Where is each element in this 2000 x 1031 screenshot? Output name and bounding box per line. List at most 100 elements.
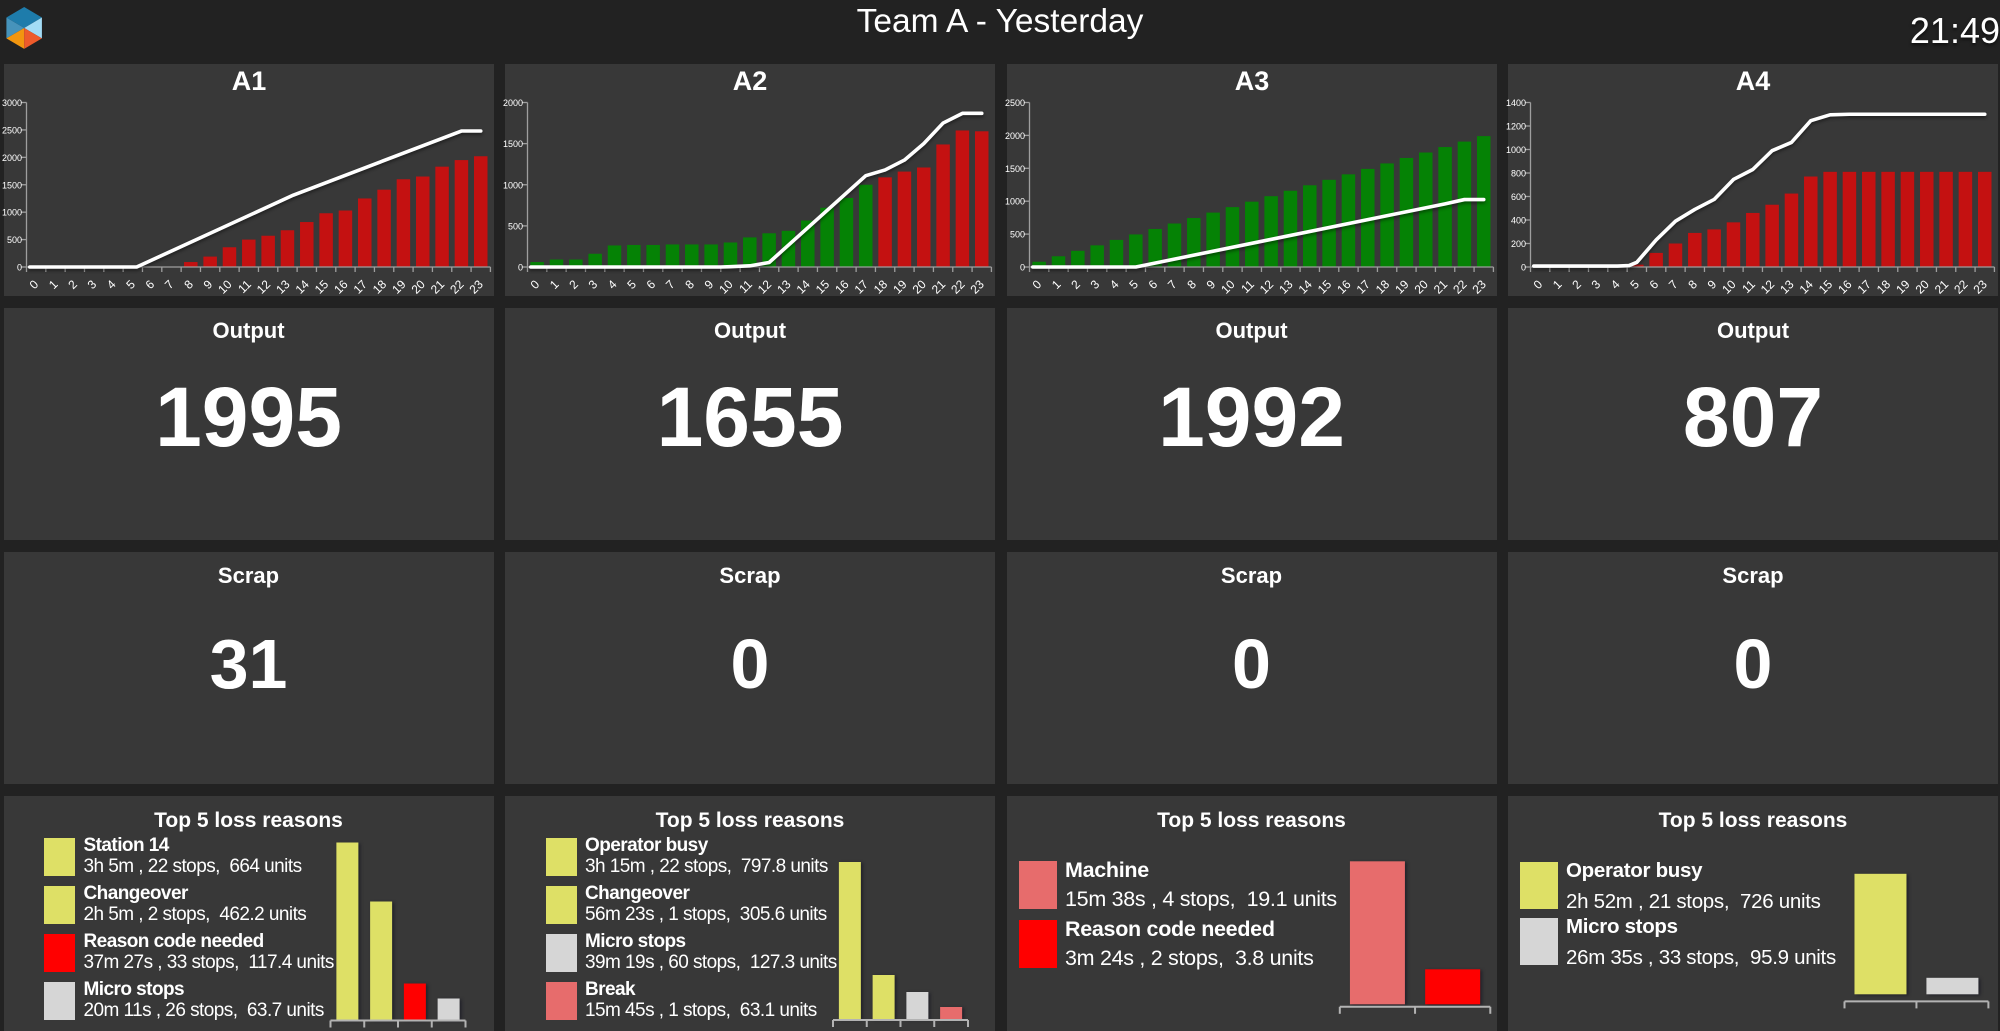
svg-text:15: 15 (1314, 277, 1334, 297)
svg-text:18: 18 (1874, 277, 1894, 297)
svg-text:17: 17 (1353, 277, 1373, 297)
svg-text:12: 12 (1758, 277, 1778, 297)
svg-text:0: 0 (26, 277, 41, 292)
svg-text:8: 8 (1685, 277, 1700, 292)
svg-text:22: 22 (1951, 277, 1971, 297)
svg-text:3000: 3000 (1, 98, 21, 108)
svg-text:500: 500 (1009, 230, 1024, 240)
svg-text:A1: A1 (231, 66, 266, 96)
svg-text:18: 18 (871, 277, 891, 297)
svg-text:4: 4 (1608, 277, 1623, 292)
svg-text:800: 800 (1511, 169, 1526, 179)
svg-text:3: 3 (1087, 277, 1102, 292)
svg-text:0: 0 (1521, 263, 1526, 273)
svg-text:500: 500 (508, 221, 523, 231)
svg-text:1500: 1500 (1004, 164, 1024, 174)
svg-text:10: 10 (1218, 277, 1238, 297)
svg-text:20: 20 (910, 277, 930, 297)
svg-text:0: 0 (1531, 277, 1546, 292)
svg-text:1: 1 (45, 277, 60, 292)
svg-text:A4: A4 (1736, 66, 1771, 96)
svg-text:16: 16 (832, 277, 852, 297)
svg-text:23: 23 (466, 277, 486, 297)
svg-text:3: 3 (84, 277, 99, 292)
svg-text:19: 19 (389, 277, 409, 297)
svg-text:13: 13 (774, 277, 794, 297)
svg-text:2000: 2000 (503, 98, 523, 108)
svg-text:10: 10 (716, 277, 736, 297)
svg-text:16: 16 (1334, 277, 1354, 297)
svg-text:13: 13 (273, 277, 293, 297)
svg-text:2: 2 (1569, 277, 1584, 292)
svg-text:2500: 2500 (1004, 98, 1024, 108)
svg-text:8: 8 (181, 277, 196, 292)
svg-text:0: 0 (1019, 263, 1024, 273)
svg-text:4: 4 (103, 277, 118, 292)
svg-text:A3: A3 (1234, 66, 1269, 96)
svg-text:11: 11 (736, 277, 755, 296)
svg-text:3: 3 (586, 277, 601, 292)
svg-text:22: 22 (447, 277, 467, 297)
svg-text:3: 3 (1589, 277, 1604, 292)
svg-text:1000: 1000 (1004, 197, 1024, 207)
svg-text:22: 22 (1450, 277, 1470, 297)
svg-text:0: 0 (518, 263, 523, 273)
svg-text:19: 19 (1893, 277, 1913, 297)
svg-text:7: 7 (161, 277, 176, 292)
svg-text:9: 9 (1203, 277, 1218, 292)
svg-text:1: 1 (547, 277, 562, 292)
svg-text:600: 600 (1511, 192, 1526, 202)
svg-text:400: 400 (1511, 216, 1526, 226)
svg-text:19: 19 (890, 277, 910, 297)
svg-text:15: 15 (813, 277, 833, 297)
svg-text:18: 18 (1372, 277, 1392, 297)
svg-text:1500: 1500 (503, 139, 523, 149)
svg-text:5: 5 (123, 277, 138, 292)
svg-text:7: 7 (1164, 277, 1179, 292)
svg-text:0: 0 (16, 263, 21, 273)
svg-text:1000: 1000 (1, 208, 21, 218)
svg-text:11: 11 (1739, 277, 1758, 296)
svg-text:16: 16 (331, 277, 351, 297)
svg-text:2000: 2000 (1004, 131, 1024, 141)
svg-text:0: 0 (1029, 277, 1044, 292)
svg-text:1000: 1000 (1506, 145, 1526, 155)
svg-text:9: 9 (200, 277, 215, 292)
svg-text:14: 14 (1295, 277, 1315, 297)
svg-text:5: 5 (1126, 277, 1141, 292)
svg-text:6: 6 (142, 277, 157, 292)
svg-text:21: 21 (427, 277, 447, 297)
svg-text:21: 21 (1932, 277, 1952, 297)
svg-text:21: 21 (1430, 277, 1450, 297)
svg-text:5: 5 (1627, 277, 1642, 292)
svg-text:17: 17 (852, 277, 872, 297)
svg-text:14: 14 (1797, 277, 1817, 297)
svg-text:8: 8 (1184, 277, 1199, 292)
svg-text:23: 23 (1971, 277, 1991, 297)
svg-text:15: 15 (1816, 277, 1836, 297)
svg-text:10: 10 (1719, 277, 1739, 297)
svg-text:17: 17 (350, 277, 370, 297)
svg-text:6: 6 (644, 277, 659, 292)
svg-text:15: 15 (311, 277, 331, 297)
svg-text:500: 500 (6, 235, 21, 245)
svg-text:16: 16 (1835, 277, 1855, 297)
svg-text:6: 6 (1647, 277, 1662, 292)
svg-text:11: 11 (235, 277, 254, 296)
svg-text:1: 1 (1550, 277, 1565, 292)
svg-text:0: 0 (528, 277, 543, 292)
svg-text:20: 20 (1913, 277, 1933, 297)
svg-text:4: 4 (1106, 277, 1121, 292)
svg-text:12: 12 (1256, 277, 1276, 297)
svg-text:7: 7 (663, 277, 678, 292)
svg-text:13: 13 (1777, 277, 1797, 297)
svg-text:4: 4 (605, 277, 620, 292)
svg-text:13: 13 (1276, 277, 1296, 297)
svg-text:1000: 1000 (503, 180, 523, 190)
svg-text:2000: 2000 (1, 153, 21, 163)
svg-text:22: 22 (948, 277, 968, 297)
svg-text:20: 20 (408, 277, 428, 297)
svg-text:14: 14 (794, 277, 814, 297)
svg-text:12: 12 (253, 277, 273, 297)
svg-text:1400: 1400 (1506, 98, 1526, 108)
